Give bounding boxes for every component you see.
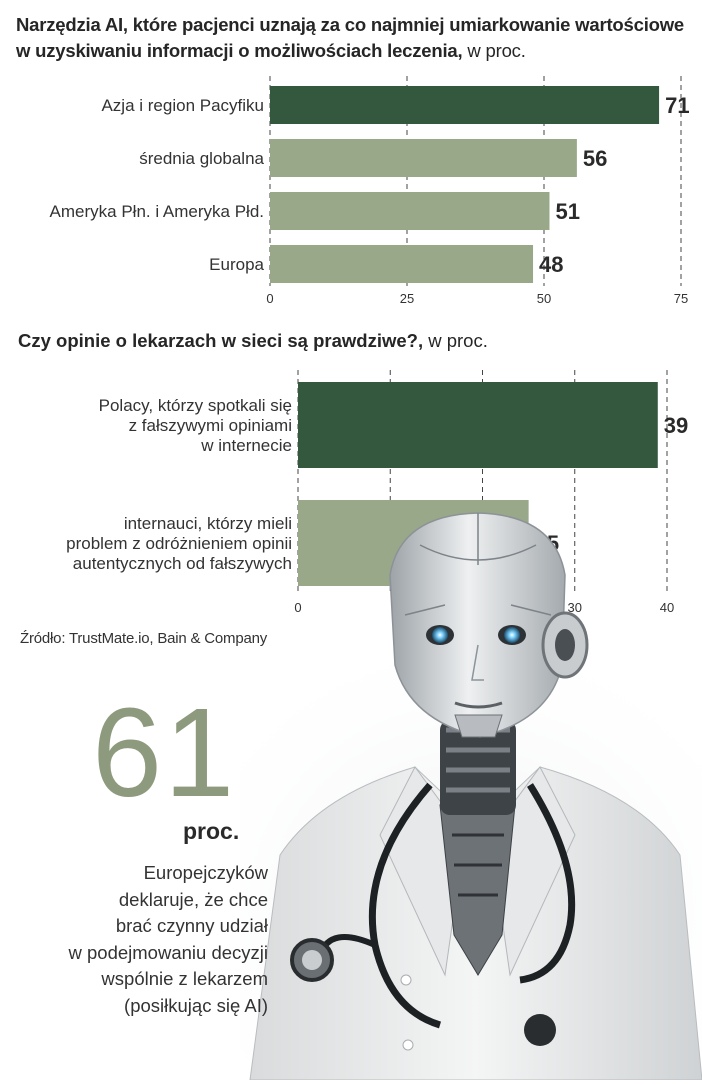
bar-value-label: 71 — [665, 93, 689, 118]
stat-number: 61 — [92, 682, 237, 823]
stat-unit: proc. — [183, 818, 240, 844]
chart1-title: Narzędzia AI, które pacjenci uznają za c… — [16, 14, 685, 61]
chart1: 0 25 50 75 71 Azja i region Pacyfiku 56 średnia… — [50, 76, 690, 306]
category-label: autentycznych od fałszywych — [73, 554, 292, 573]
bar-value-label: 56 — [583, 146, 607, 171]
category-label: Azja i region Pacyfiku — [101, 96, 264, 115]
stat-desc-line: wspólnie z lekarzem — [101, 968, 268, 989]
source-note: Źródło: TrustMate.io, Bain & Company — [20, 630, 268, 647]
x-tick-label: 75 — [674, 291, 688, 306]
stat-desc-line: (posiłkując się AI) — [124, 994, 268, 1016]
x-tick-label: 25 — [400, 291, 414, 306]
x-tick-label: 40 — [660, 600, 674, 615]
category-label: w internecie — [200, 436, 292, 455]
category-label: Europa — [209, 255, 264, 274]
bar — [270, 139, 577, 177]
stat-desc-line: brać czynny udział — [115, 915, 268, 936]
x-tick-label: 0 — [266, 291, 273, 306]
category-label: Ameryka Płn. i Ameryka Płd. — [50, 202, 264, 221]
category-label: internauci, którzy mieli — [124, 514, 292, 533]
x-tick-label: 30 — [568, 600, 582, 615]
stat-desc-line: w podejmowaniu decyzji — [68, 941, 269, 963]
bar-value-label: 48 — [539, 252, 563, 277]
category-label: średnia globalna — [139, 149, 264, 168]
stat-description: Europejczyków deklaruje, że chce brać cz… — [8, 860, 269, 1019]
bar-value-label: 51 — [555, 199, 579, 224]
category-label: z fałszywymi opiniami — [129, 416, 292, 435]
stat-desc-line: deklaruje, że chce — [118, 888, 268, 910]
x-tick-label: 0 — [294, 600, 301, 615]
bar — [298, 382, 658, 468]
category-label: problem z odróżnieniem opinii — [66, 534, 292, 553]
bar — [270, 192, 550, 230]
robot-doctor-illustration — [240, 505, 702, 1085]
bar — [270, 245, 534, 283]
bar-value-label: 39 — [664, 413, 688, 438]
chart2-title: Czy opinie o lekarzach w sieci są prawdz… — [18, 330, 488, 351]
bar — [270, 86, 660, 124]
category-label: Polacy, którzy spotkali się — [99, 396, 292, 415]
stat-desc-line: Europejczyków — [143, 862, 268, 883]
x-tick-label: 50 — [537, 291, 551, 306]
